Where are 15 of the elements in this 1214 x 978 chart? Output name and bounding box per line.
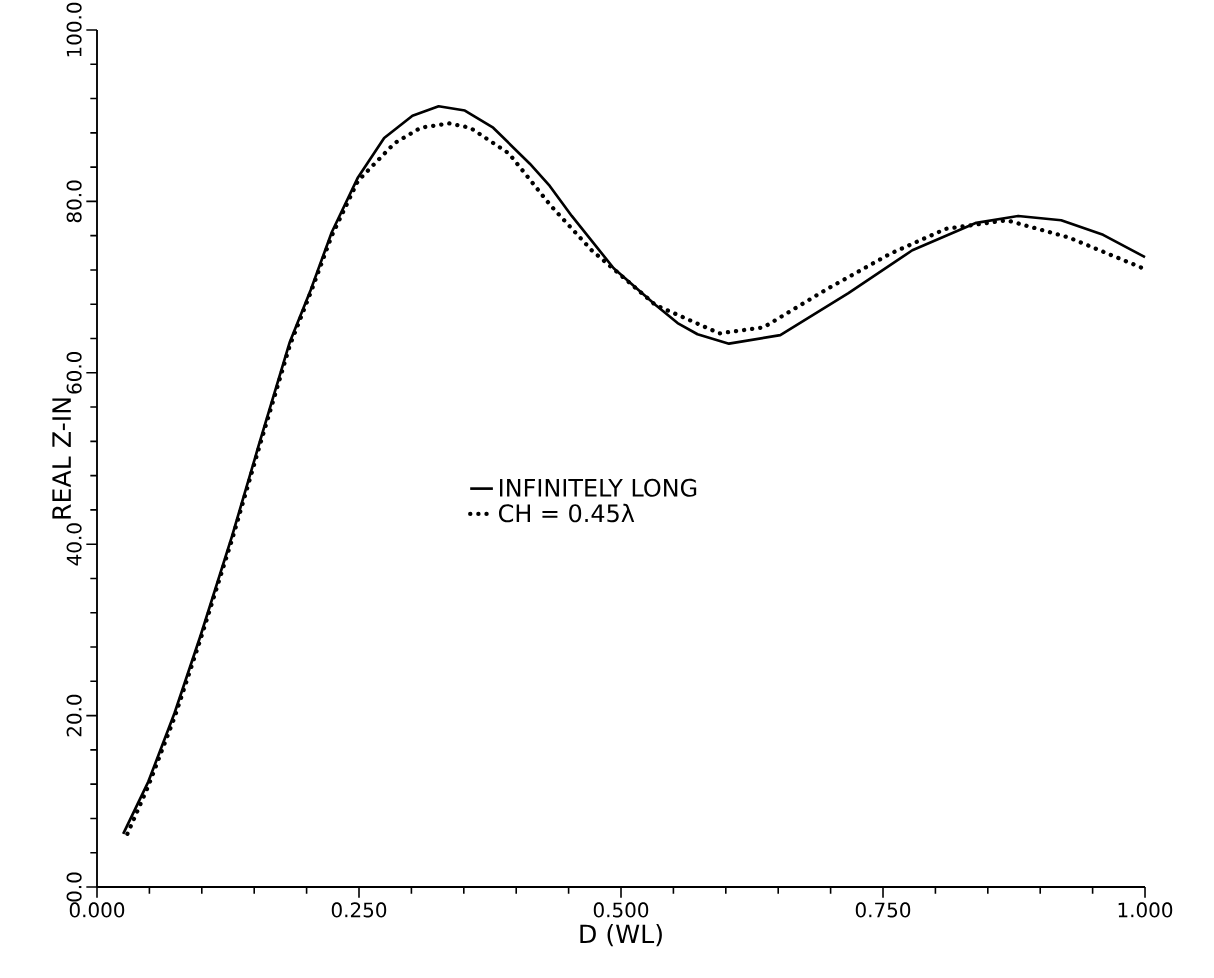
x-tick-label: 0.500 (593, 902, 649, 918)
y-tick-label: 20.0 (66, 694, 82, 737)
legend-label: CH = 0.45λ (499, 503, 635, 523)
y-tick-label: 80.0 (66, 180, 82, 223)
y-tick-label: 100.0 (66, 2, 82, 57)
y-tick-label: 0.0 (66, 872, 82, 902)
y-axis-title: REAL Z-IN (52, 398, 71, 519)
x-tick-label: 0.000 (69, 902, 125, 918)
x-tick-label: 1.000 (1118, 902, 1173, 918)
x-tick-label: 0.250 (331, 902, 387, 918)
y-tick-label: 60.0 (66, 351, 82, 394)
legend-label: INFINITELY LONG (500, 478, 697, 497)
x-tick-label: 0.750 (855, 902, 911, 918)
x-axis-title: D (WL) (580, 923, 662, 947)
y-tick-label: 40.0 (66, 523, 82, 566)
